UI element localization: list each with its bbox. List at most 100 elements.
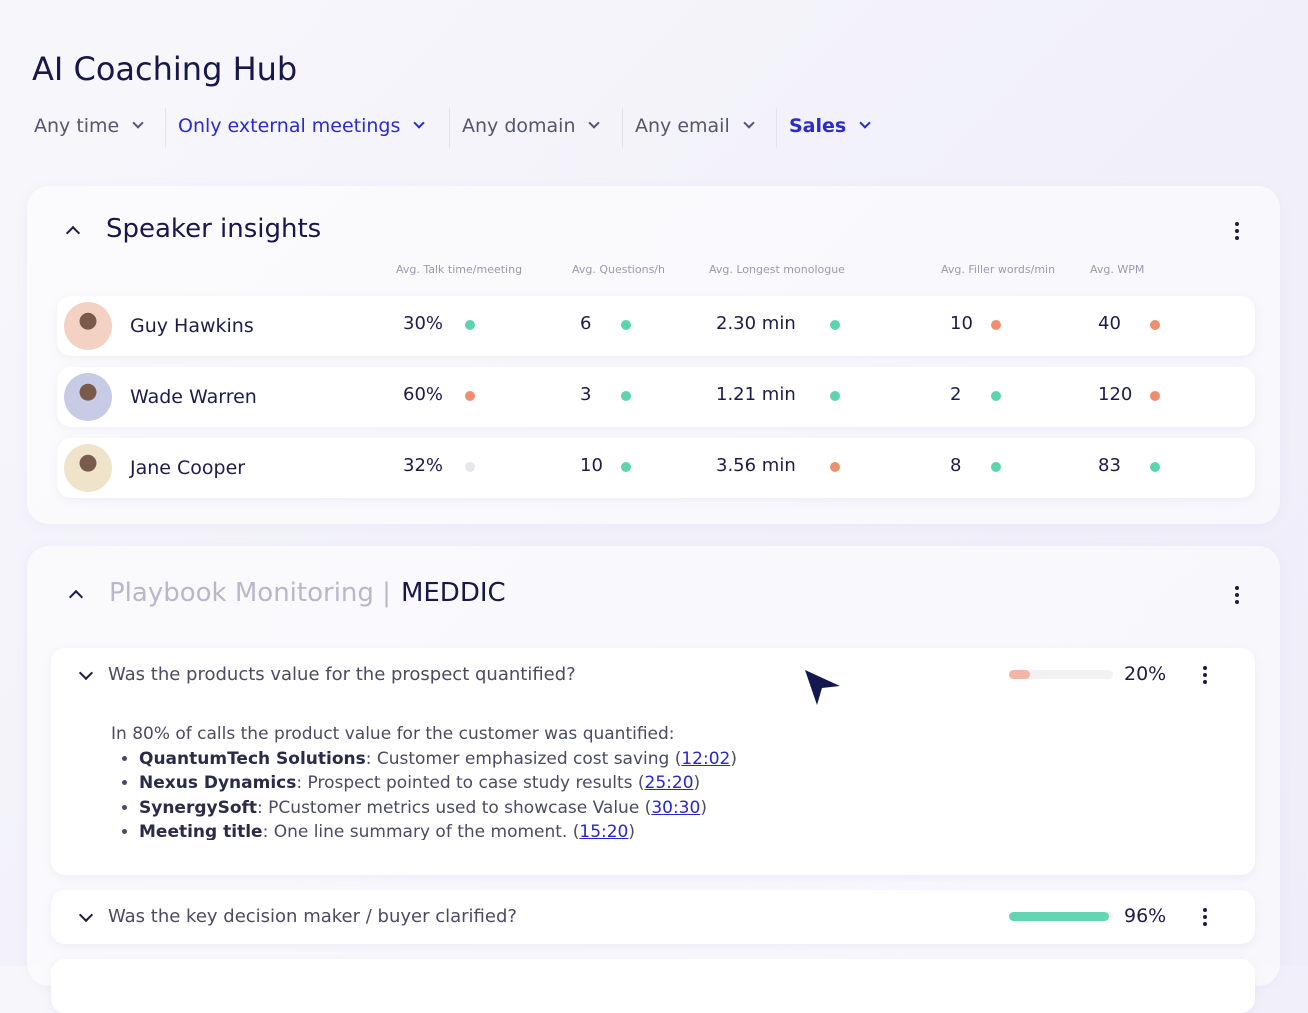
column-header: Avg. Filler words/min	[941, 263, 1056, 276]
score-label: 20%	[1124, 663, 1167, 685]
section-title: Speaker insights	[106, 214, 322, 244]
metric-value: 30%	[403, 313, 444, 334]
filter-chevron[interactable]	[743, 117, 755, 129]
metric-value: 10	[580, 455, 603, 476]
speaker-name: Guy Hawkins	[130, 315, 254, 337]
timestamp-link[interactable]: 12:02	[681, 748, 731, 769]
score-track	[1009, 912, 1113, 921]
status-dot	[465, 391, 475, 401]
evidence-item: QuantumTech Solutions: Customer emphasiz…	[139, 747, 1111, 772]
score-label: 96%	[1124, 905, 1167, 927]
chevron[interactable]	[65, 225, 81, 241]
more-menu[interactable]	[1235, 222, 1239, 243]
speaker-row: Wade Warren 60% 3 1.21 min 2 120	[57, 367, 1255, 427]
playbook-card: Playbook Monitoring | Was the products va…	[27, 546, 1280, 1013]
evidence-end: )	[700, 797, 707, 818]
more-menu[interactable]	[1203, 666, 1207, 687]
filter-divider	[622, 108, 623, 148]
more-menu[interactable]	[1235, 586, 1239, 607]
metric-value: 32%	[403, 455, 444, 476]
evidence-list: QuantumTech Solutions: Customer emphasiz…	[111, 747, 1111, 841]
page: AI Coaching Hub Any time Only external me…	[0, 0, 1308, 966]
section-title: Playbook Monitoring |	[109, 578, 391, 608]
evidence-end: )	[730, 748, 737, 769]
metric-value: 3	[580, 384, 592, 405]
evidence-item: Meeting title: One line summary of the m…	[139, 820, 1111, 840]
company-name: Nexus Dynamics	[139, 773, 297, 793]
metric-value: 1.21 min	[716, 384, 796, 405]
evidence-end: )	[693, 773, 701, 793]
status-dot	[830, 320, 840, 330]
question-card: Was the products value for the prospect …	[51, 648, 1255, 875]
filter-divider	[449, 108, 450, 148]
summary-text: In 80% of calls the product value for th…	[111, 724, 675, 744]
speaker-row: Guy Hawkins 30% 6 2.30 min 10 40	[57, 296, 1255, 356]
score-bar	[1009, 912, 1109, 921]
metric-value: 8	[950, 455, 962, 476]
status-dot	[465, 320, 475, 330]
filter-divider	[165, 108, 166, 148]
speaker-insights-card: Speaker insights Avg. Talk time/meeting Av…	[27, 186, 1280, 524]
evidence-text: : PCustomer metrics used to showcase Val…	[257, 797, 652, 818]
metric-value: 3.56 min	[716, 455, 796, 476]
score-bar	[1009, 670, 1030, 679]
timestamp-link[interactable]: 30:30	[651, 797, 701, 818]
chevron[interactable]	[68, 589, 84, 605]
company-name: SynergySoft	[139, 797, 258, 818]
column-header: Avg. WPM	[1090, 263, 1145, 276]
question-text[interactable]: Was the key decision maker / buyer clari…	[108, 906, 517, 927]
filter-chevron[interactable]	[413, 117, 426, 129]
question-card: Was the key decision maker / buyer clari…	[51, 890, 1255, 944]
timestamp-link[interactable]: 25:20	[644, 773, 694, 793]
filter-chevron[interactable]	[588, 117, 601, 129]
mouse-cursor	[805, 670, 840, 705]
filter-chevron[interactable]	[859, 117, 871, 129]
page-title: AI Coaching Hub	[32, 50, 298, 88]
metric-value: 2.30 min	[716, 313, 796, 334]
evidence-item: SynergySoft: PCustomer metrics used to s…	[139, 796, 1111, 821]
status-dot	[1150, 320, 1160, 330]
metric-value: 2	[950, 384, 962, 405]
metric-value: 10	[950, 313, 973, 334]
more-menu[interactable]	[1203, 908, 1207, 929]
status-dot	[830, 462, 840, 472]
next-question-card	[51, 959, 1255, 1013]
score-track	[1009, 670, 1113, 679]
speaker-name: Jane Cooper	[130, 457, 246, 479]
speaker-row: Jane Cooper 32% 10 3.56 min 8 83	[57, 438, 1255, 498]
status-dot	[621, 320, 631, 330]
metric-value: 40	[1098, 313, 1121, 334]
chevron[interactable]	[78, 665, 94, 681]
filter-divider	[776, 108, 777, 148]
metric-value: 120	[1098, 384, 1133, 405]
filter-chevron[interactable]	[132, 117, 144, 129]
metric-value: 6	[580, 313, 592, 334]
evidence-text: : Customer emphasized cost saving (	[365, 748, 682, 769]
filter-label[interactable]: Any email	[635, 115, 730, 137]
company-name: Meeting title	[139, 822, 263, 840]
status-dot	[991, 462, 1001, 472]
evidence-item: Nexus Dynamics: Prospect pointed to case…	[139, 771, 1111, 796]
column-header: Avg. Longest monologue	[709, 263, 845, 276]
status-dot	[830, 391, 840, 401]
status-dot	[621, 462, 631, 472]
chevron[interactable]	[78, 907, 94, 923]
status-dot	[991, 391, 1001, 401]
avatar	[64, 444, 112, 492]
filter-label[interactable]: Sales	[789, 115, 847, 137]
avatar	[64, 373, 112, 421]
status-dot	[991, 320, 1001, 330]
question-text[interactable]: Was the products value for the prospect …	[108, 664, 576, 685]
speaker-name: Wade Warren	[130, 386, 257, 408]
filter-label[interactable]: Any domain	[462, 115, 576, 137]
status-dot	[1150, 391, 1160, 401]
evidence-text: : One line summary of the moment. (	[262, 822, 580, 840]
status-dot	[621, 391, 631, 401]
column-header: Avg. Talk time/meeting	[396, 263, 523, 276]
timestamp-link[interactable]: 15:20	[579, 822, 629, 840]
framework-name: MEDDIC	[400, 578, 506, 608]
filter-label[interactable]: Only external meetings	[178, 115, 401, 137]
avatar	[64, 302, 112, 350]
evidence-end: )	[628, 822, 636, 840]
filter-label[interactable]: Any time	[34, 115, 120, 137]
